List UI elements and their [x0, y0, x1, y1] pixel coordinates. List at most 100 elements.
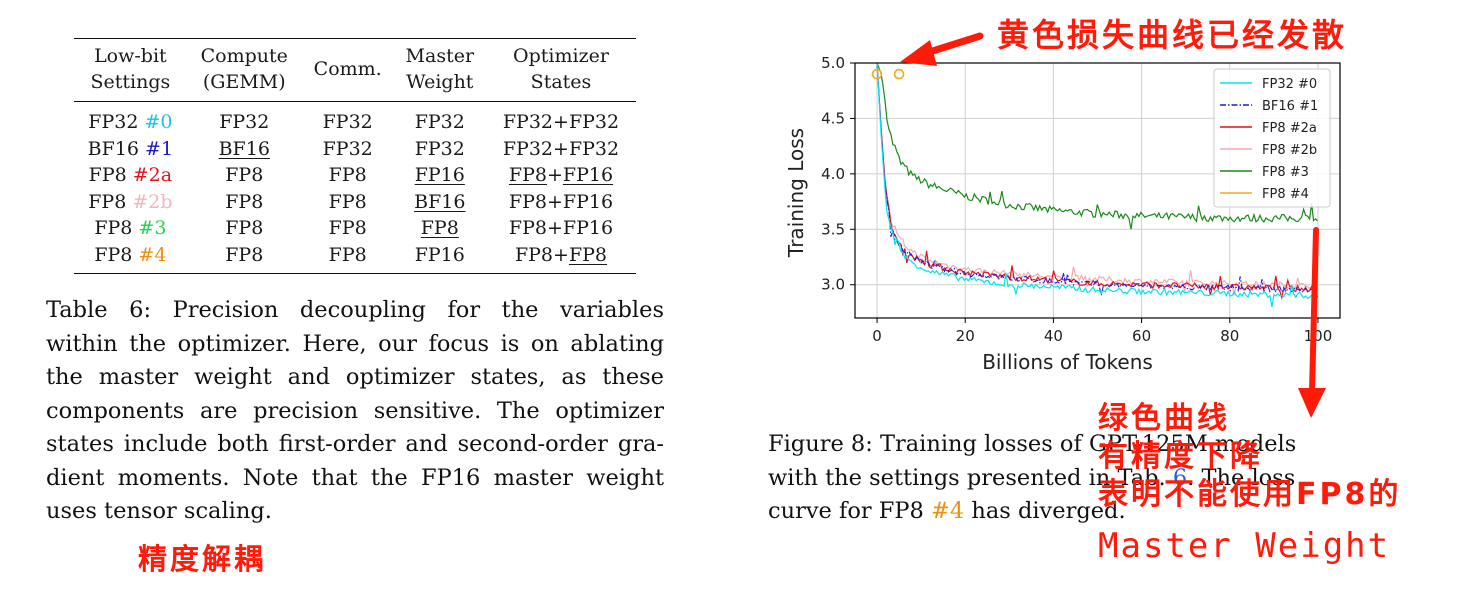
- cell-text: FP32: [414, 111, 465, 133]
- x-tick-label: 60: [1132, 327, 1151, 345]
- table-header: Low-bit Settings Compute (GEMM) Comm. Master W…: [74, 38, 636, 102]
- setting-cell: FP8 #4: [74, 242, 187, 273]
- setting-format: FP8: [94, 217, 133, 240]
- column-header-line: Weight: [406, 71, 474, 93]
- setting-tag: #3: [138, 217, 167, 240]
- cell-text: FP8: [225, 164, 264, 187]
- table-cell: FP32: [394, 136, 486, 163]
- setting-format: FP32: [88, 111, 139, 133]
- cell-text: BF16: [414, 190, 466, 213]
- column-header-line: Settings: [90, 71, 171, 93]
- cell-text: FP32: [219, 111, 270, 133]
- arrow-to-green-curve: [1309, 227, 1319, 395]
- arrow-head-green: [1298, 388, 1326, 418]
- table-cell: FP8+FP8: [486, 242, 636, 273]
- cell-text: FP16: [562, 164, 614, 187]
- table-row: FP32 #0 FP32 FP32 FP32 FP32+FP32: [74, 102, 636, 136]
- column-header: Comm.: [302, 39, 394, 102]
- setting-tag: #0: [144, 111, 173, 133]
- figure-8-caption: Figure 8: Training losses of GPT-125M mo…: [768, 428, 1360, 529]
- cell-text: FP32: [322, 137, 373, 160]
- cell-text: FP32+FP32: [502, 137, 620, 160]
- legend-label: FP8 #2a: [1262, 121, 1317, 136]
- cell-text: FP8: [328, 190, 367, 213]
- x-axis-label: Billions of Tokens: [982, 350, 1153, 374]
- cell-text: +: [546, 164, 563, 187]
- setting-format: FP8: [88, 190, 127, 213]
- series-line-4: [876, 63, 1318, 230]
- table-cell: FP32+FP32: [486, 102, 636, 136]
- y-tick-label: 3.0: [821, 276, 845, 294]
- setting-tag: #2a: [132, 164, 173, 187]
- chart-series-lines: [871, 63, 1319, 308]
- y-axis-label: Training Loss: [784, 128, 808, 258]
- annotation-divergence-note: 黄色损失曲线已经发散: [997, 16, 1348, 54]
- cell-text: FP8: [328, 164, 367, 187]
- fp8-4-marker: [893, 68, 905, 80]
- caption-text: has diverged.: [964, 498, 1126, 524]
- table-row: FP8 #2b FP8 FP8 BF16 FP8+FP16: [74, 189, 636, 216]
- table-6-caption: Table 6: Precision decoupling for the va…: [46, 294, 664, 529]
- table-reference-link[interactable]: 6: [1172, 464, 1188, 491]
- table-row: FP8 #3 FP8 FP8 FP8 FP8+FP16: [74, 215, 636, 242]
- legend-label: FP32 #0: [1262, 77, 1317, 92]
- setting-tag: #4: [138, 243, 167, 266]
- cell-text: FP32: [414, 137, 465, 160]
- caption-text: curve for FP8: [768, 498, 932, 524]
- cell-text: FP8: [328, 217, 367, 240]
- cell-text: FP8+: [514, 243, 569, 266]
- cell-text: FP32+FP32: [502, 111, 620, 133]
- caption-line: with the settings presented in Tab. 6. T…: [768, 462, 1360, 496]
- arrow-head-diverged: [900, 40, 937, 66]
- setting-tag: #1: [145, 137, 174, 160]
- plot-frame: [854, 62, 1341, 319]
- legend-label: FP8 #2b: [1262, 143, 1317, 158]
- caption-line: states include both first-order and seco…: [46, 431, 664, 457]
- table-cell: FP8: [187, 189, 302, 216]
- y-tick-label: 3.5: [821, 220, 845, 238]
- cell-text: FP16: [414, 243, 465, 266]
- annotation-green-curve-note: 绿色曲线 有精度下降 表明不能使用FP8的: [1098, 400, 1401, 514]
- fp8-4-marker: [871, 68, 883, 80]
- caption-line: within the optimizer. Here, our focus is…: [46, 330, 664, 357]
- table-cell: FP8: [302, 162, 394, 189]
- cell-text: FP8: [225, 243, 264, 266]
- column-header: Optimizer States: [486, 39, 636, 102]
- table-body: FP32 #0 FP32 FP32 FP32 FP32+FP32 BF16 #1 BF16 F…: [74, 102, 636, 274]
- table-cell: BF16: [394, 189, 486, 216]
- table-row: BF16 #1 BF16 FP32 FP32 FP32+FP32: [74, 136, 636, 163]
- x-tick-label: 20: [956, 327, 975, 345]
- table-cell: FP32+FP32: [486, 136, 636, 163]
- table-cell: FP16: [394, 242, 486, 273]
- setting-format: FP8: [94, 243, 133, 266]
- caption-line: Figure 8: Training losses of GPT-125M mo…: [768, 428, 1360, 462]
- caption-text: . The loss: [1187, 464, 1296, 491]
- column-header-line: (GEMM): [202, 71, 286, 93]
- y-tick-label: 5.0: [821, 54, 845, 72]
- y-tick-label: 4.5: [821, 109, 845, 127]
- table-cell: FP8+FP16: [486, 189, 636, 216]
- cell-text: FP8: [420, 217, 459, 240]
- column-header: Master Weight: [394, 39, 486, 102]
- table-cell: FP16: [394, 162, 486, 189]
- x-tick-label: 100: [1304, 327, 1333, 345]
- series-line-1: [876, 63, 1318, 296]
- chart-annotation-arrows: [900, 32, 1326, 418]
- cell-text: FP32: [322, 111, 373, 133]
- legend-label: BF16 #1: [1262, 99, 1318, 114]
- setting-tag: #4: [931, 498, 965, 524]
- caption-text: Figure 8: Training losses of GPT-125M mo…: [768, 431, 1297, 457]
- cell-text: FP8: [508, 164, 547, 187]
- setting-cell: FP8 #2a: [74, 162, 187, 189]
- cell-text: FP8: [328, 243, 367, 266]
- column-header-line: Optimizer: [513, 45, 609, 67]
- setting-cell: FP8 #2b: [74, 189, 187, 216]
- table-cell: FP8: [302, 189, 394, 216]
- column-header: Low-bit Settings: [74, 39, 187, 102]
- caption-line: components are precision sensitive. The …: [46, 397, 664, 424]
- annotation-line: 绿色曲线: [1098, 401, 1230, 436]
- caption-line: curve for FP8 #4 has diverged.: [768, 495, 1360, 529]
- table-row: FP8 #2a FP8 FP8 FP16 FP8+FP16: [74, 162, 636, 189]
- caption-line: dient moments. Note that the FP16 master…: [46, 464, 664, 491]
